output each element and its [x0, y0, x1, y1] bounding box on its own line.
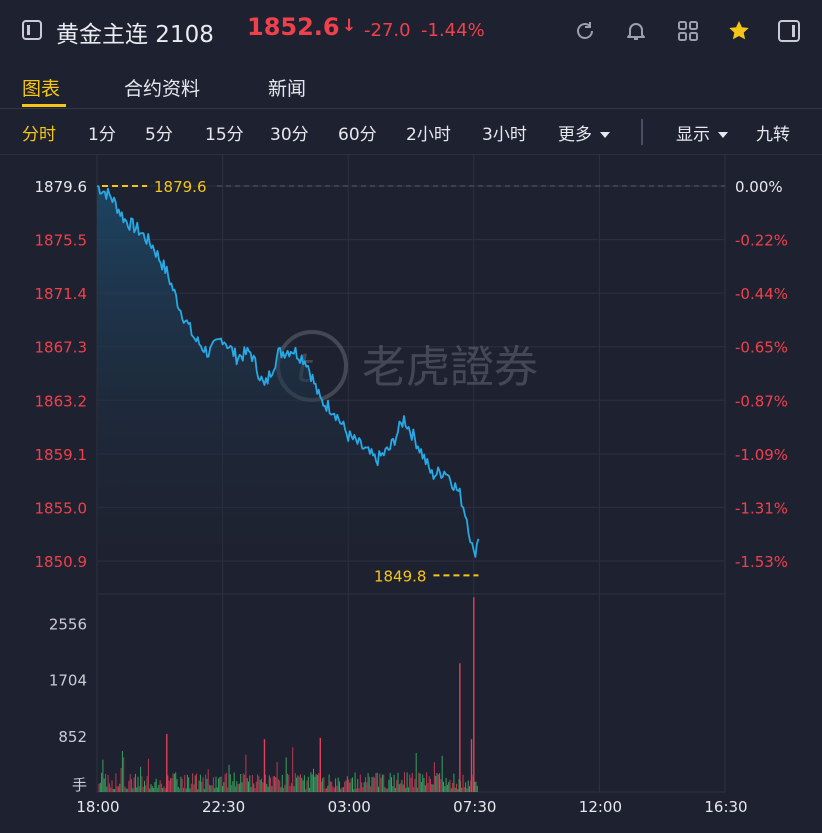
time-axis-label: 16:30 — [704, 798, 747, 816]
time-axis-label: 03:00 — [328, 798, 371, 816]
sidebar-toggle-icon[interactable] — [22, 20, 42, 40]
panel-icon[interactable] — [777, 19, 801, 43]
tab-news[interactable]: 新闻 — [268, 78, 307, 100]
instrument-title: 黄金主连 2108 — [56, 22, 214, 48]
chevron-down-icon — [600, 132, 610, 138]
chevron-down-icon — [718, 132, 728, 138]
price-axis-label: 1850.9 — [35, 553, 88, 571]
star-icon[interactable] — [727, 19, 751, 43]
period-1min[interactable]: 1分 — [88, 125, 116, 145]
time-axis-label: 22:30 — [202, 798, 245, 816]
pct-axis-label: -0.44% — [735, 285, 788, 303]
chart-axes: 1879.6 1875.5 1871.4 1867.3 1863.2 1859.1 1855… — [35, 178, 789, 816]
high-label: 1879.6 — [154, 178, 207, 196]
period-15min[interactable]: 15分 — [205, 125, 244, 145]
period-30min[interactable]: 30分 — [270, 125, 309, 145]
time-axis-label: 07:30 — [453, 798, 496, 816]
tab-bar: 图表 合约资料 新闻 — [0, 62, 822, 109]
watermark-text: 老虎證券 — [362, 342, 538, 393]
price-area — [97, 186, 479, 561]
price-axis-label: 1875.5 — [35, 232, 88, 250]
price-axis-label: 1863.2 — [35, 392, 88, 410]
last-price: 1852.6 — [247, 13, 340, 41]
tab-chart[interactable]: 图表 — [22, 78, 61, 100]
price-change-percent: -1.44% — [421, 20, 485, 41]
period-2h[interactable]: 2小时 — [406, 125, 451, 145]
pct-axis-label: 0.00% — [735, 178, 783, 196]
down-arrow-icon: ↓ — [342, 16, 357, 36]
price-axis-label: 1867.3 — [35, 339, 88, 357]
display-label: 显示 — [676, 125, 710, 145]
volume-axis-label: 852 — [58, 728, 87, 746]
period-divider — [641, 119, 643, 145]
price-change: -27.0 — [364, 20, 411, 41]
pct-axis-label: -0.22% — [735, 232, 788, 250]
volume-bars — [98, 597, 478, 792]
period-3h[interactable]: 3小时 — [482, 125, 527, 145]
price-axis-label: 1855.0 — [35, 499, 88, 517]
period-intraday[interactable]: 分时 — [22, 125, 56, 145]
grid-icon[interactable] — [676, 19, 700, 43]
price-line — [96, 185, 480, 558]
period-bar: 分时 1分 5分 15分 30分 60分 2小时 3小时 更多 显示 九转 — [0, 108, 822, 155]
price-axis-label: 1859.1 — [35, 446, 88, 464]
period-more-label: 更多 — [558, 125, 592, 145]
period-more-dropdown[interactable]: 更多 — [558, 120, 610, 145]
volume-unit-label: 手 — [72, 776, 87, 794]
display-dropdown[interactable]: 显示 — [676, 120, 728, 145]
price-marks: 1879.6 1849.8 — [102, 178, 725, 585]
bell-icon[interactable] — [624, 19, 648, 43]
pct-axis-label: -1.09% — [735, 446, 788, 464]
volume-axis-label: 2556 — [49, 615, 87, 633]
price-axis-label: 1879.6 — [35, 178, 88, 196]
time-axis-label: 12:00 — [579, 798, 622, 816]
low-label: 1849.8 — [374, 567, 427, 585]
price-axis-label: 1871.4 — [35, 285, 88, 303]
active-tab-indicator — [22, 104, 66, 107]
top-bar: 黄金主连 2108 1852.6 ↓ -27.0 -1.44% — [0, 0, 822, 62]
nine-turn-button[interactable]: 九转 — [756, 125, 790, 145]
pct-axis-label: -1.53% — [735, 553, 788, 571]
intraday-chart[interactable]: t 老虎證券 1879.61875.51871.41867.31863.2185… — [0, 154, 822, 833]
pct-axis-label: -0.87% — [735, 392, 788, 410]
pct-axis-label: -1.31% — [735, 499, 788, 517]
tab-contract-info[interactable]: 合约资料 — [124, 78, 201, 100]
pct-axis-label: -0.65% — [735, 339, 788, 357]
volume-axis-label: 1704 — [49, 672, 87, 690]
period-60min[interactable]: 60分 — [338, 125, 377, 145]
period-5min[interactable]: 5分 — [145, 125, 173, 145]
refresh-icon[interactable] — [573, 19, 597, 43]
time-axis-label: 18:00 — [76, 798, 119, 816]
